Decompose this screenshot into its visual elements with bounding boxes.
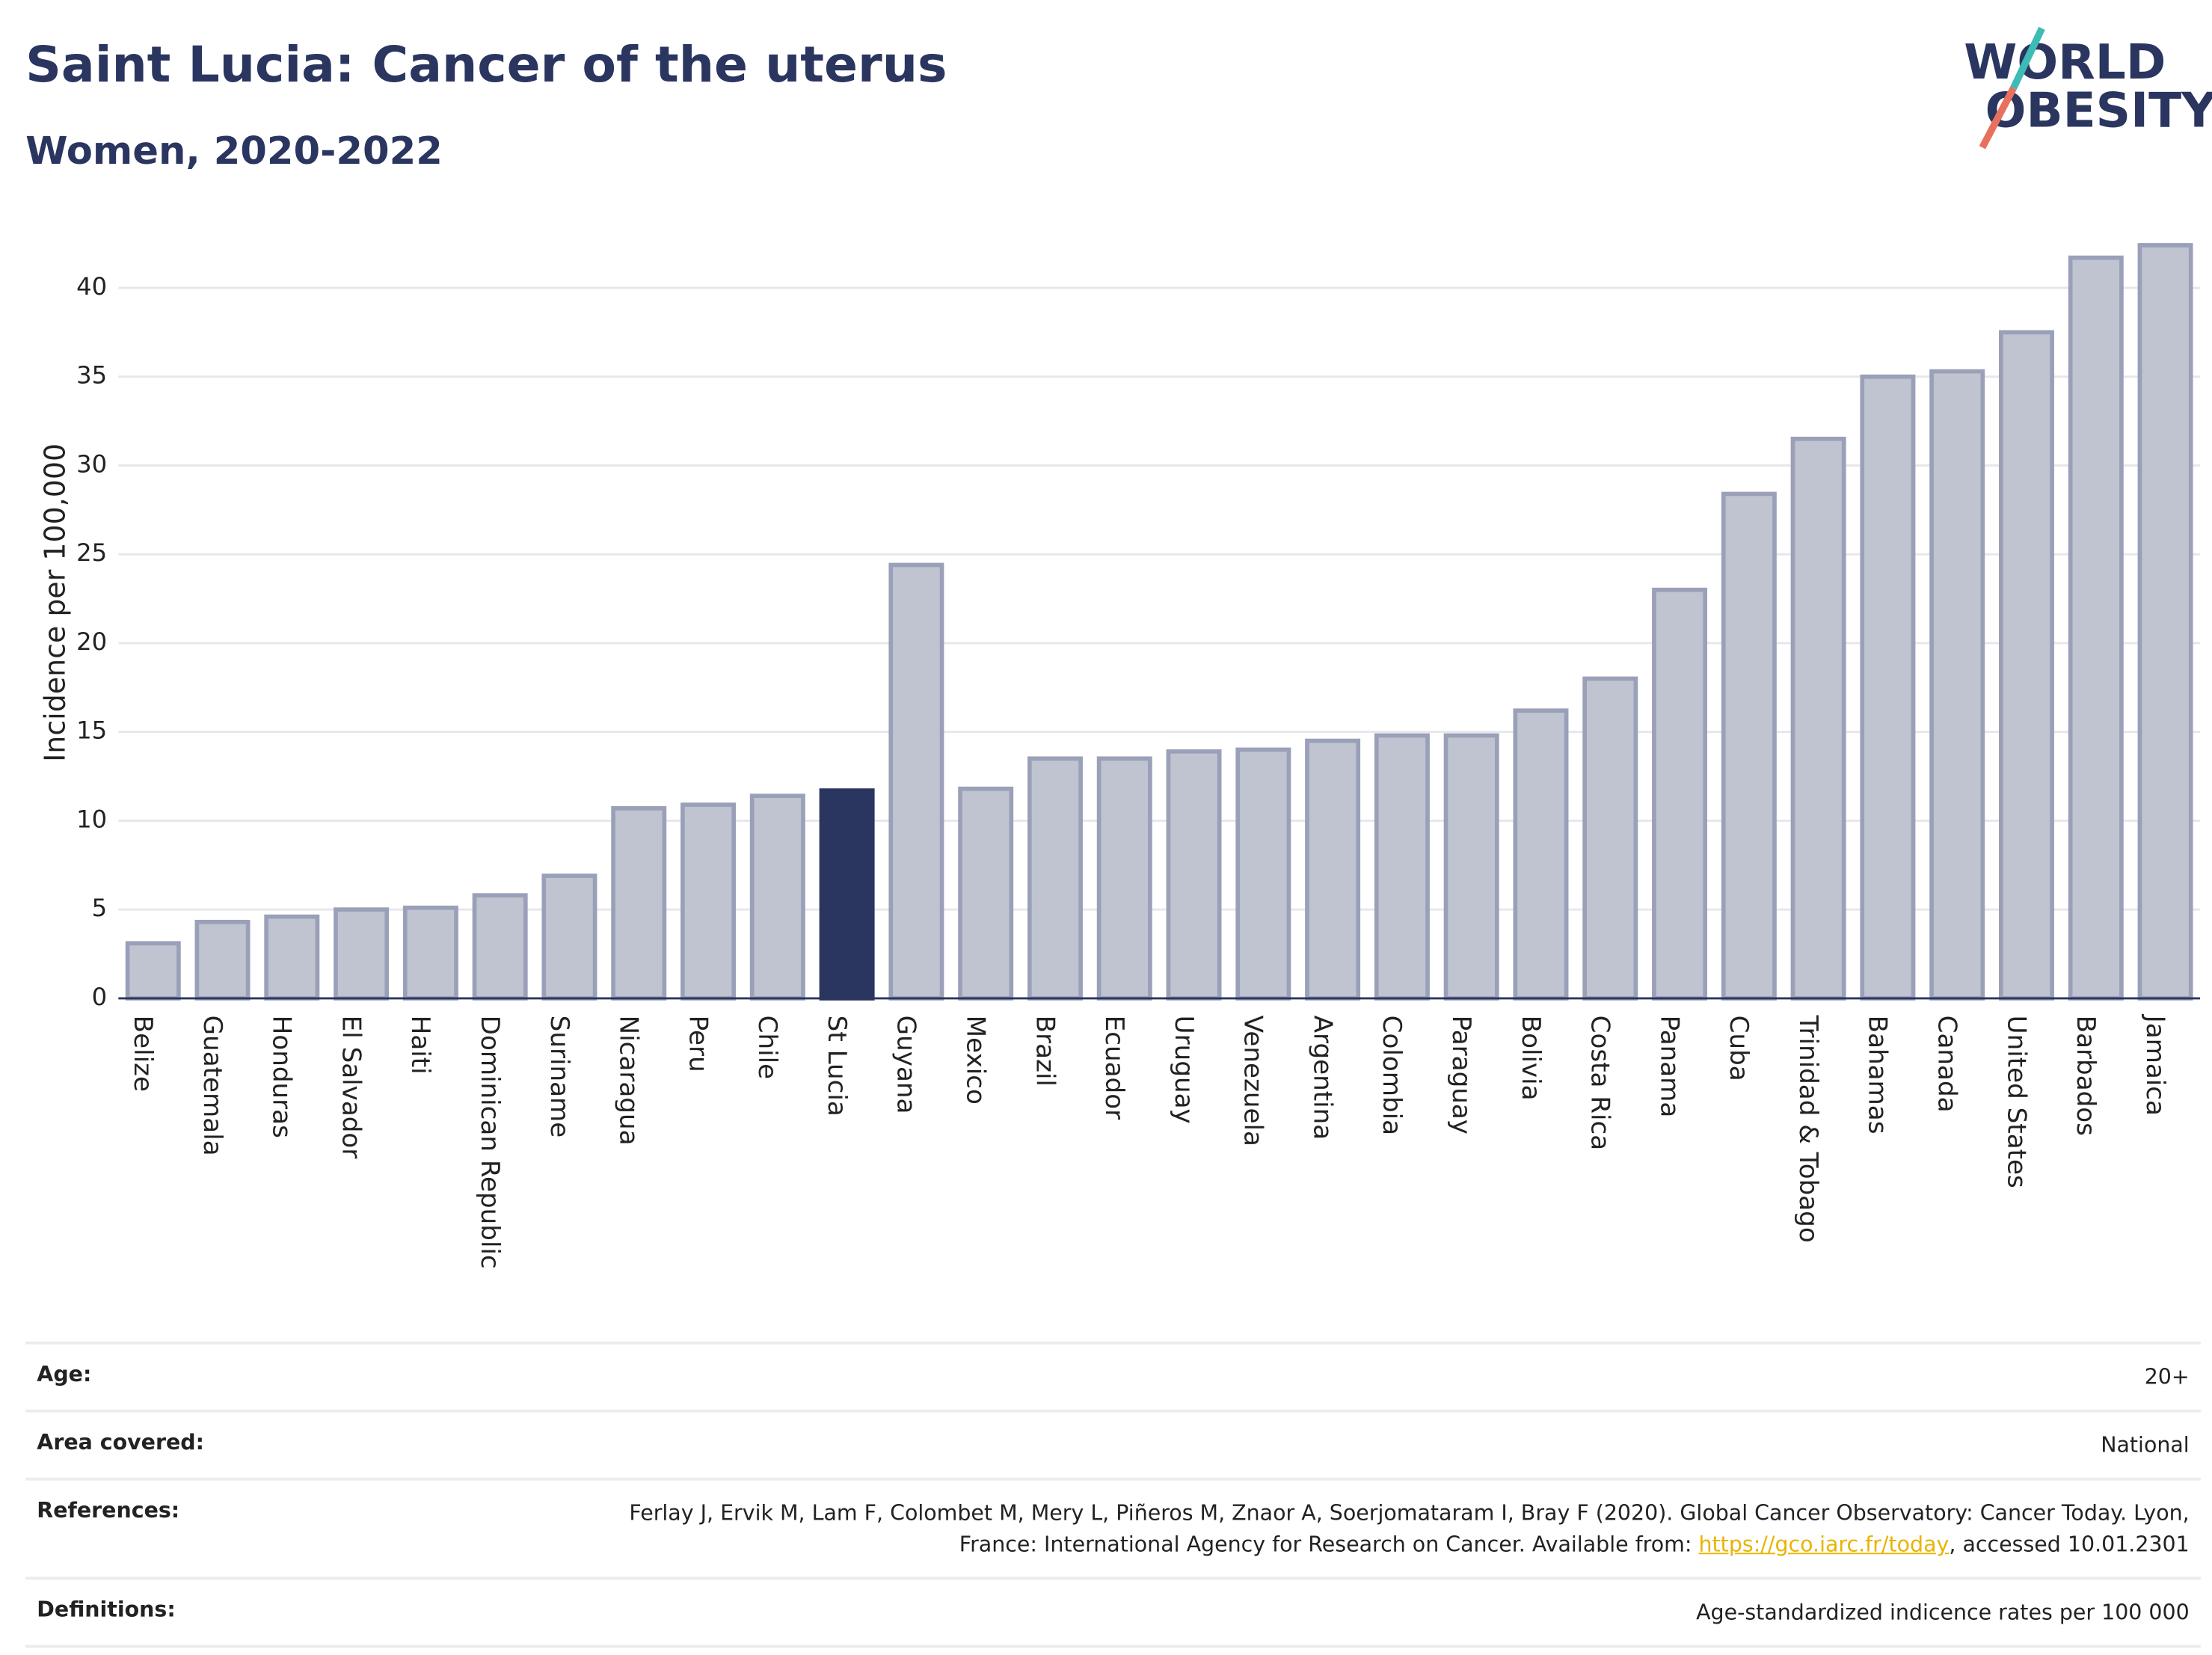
x-tick-label: Honduras — [267, 1016, 297, 1138]
bar — [402, 905, 458, 1001]
detail-label: Area covered: — [37, 1429, 205, 1455]
bar — [2068, 255, 2124, 1001]
chart-subtitle: Women, 2020-2022 — [25, 129, 443, 174]
x-tick-label: Colombia — [1377, 1016, 1407, 1135]
bar — [958, 786, 1014, 1001]
bar — [1374, 733, 1430, 1001]
detail-row: References: Ferlay J, Ervik M, Lam F, Col… — [25, 1477, 2201, 1577]
y-tick-label: 5 — [92, 894, 108, 922]
y-tick-label: 25 — [76, 538, 107, 567]
detail-row: Area covered: National — [25, 1409, 2201, 1478]
x-tick-label: Peru — [683, 1016, 713, 1072]
detail-text: National — [2101, 1432, 2190, 1458]
x-tick-label: Dominican Republic — [475, 1016, 505, 1269]
bar — [819, 788, 875, 1001]
x-tick-label: Costa Rica — [1585, 1016, 1615, 1150]
bar — [2137, 243, 2193, 1001]
chart: Saint Lucia: Cancer of the uterus Women,… — [25, 26, 2212, 1269]
logo-text: WORLD — [1964, 34, 2166, 90]
y-tick-label: 20 — [76, 627, 107, 656]
detail-value: Ferlay J, Ervik M, Lam F, Colombet M, Me… — [587, 1497, 2190, 1559]
y-tick-label: 30 — [76, 449, 107, 478]
x-tick-label: Jamaica — [2140, 1014, 2170, 1116]
detail-label: References: — [37, 1497, 180, 1523]
x-tick-label: Ecuador — [1099, 1016, 1129, 1120]
bar — [541, 873, 597, 1001]
x-tick-label: Guyana — [891, 1016, 921, 1114]
detail-text: Ferlay J, Ervik M, Lam F, Colombet M, Me… — [629, 1500, 2190, 1558]
x-tick-label: Trinidad & Tobago — [1793, 1015, 1823, 1243]
bar — [681, 802, 737, 1001]
x-tick-label: Bahamas — [1863, 1016, 1893, 1134]
x-tick-label: Mexico — [961, 1016, 991, 1105]
bar — [1235, 747, 1291, 1001]
bar — [1166, 749, 1222, 1001]
detail-value: National — [2101, 1429, 2190, 1461]
detail-value: 20+ — [2145, 1361, 2190, 1393]
detail-label: Definitions: — [37, 1597, 176, 1623]
bar — [194, 919, 251, 1001]
x-tick-label: St Lucia — [822, 1016, 852, 1117]
detail-value: Age-standardized indicence rates per 100… — [1696, 1597, 2190, 1628]
x-tick-label: Barbados — [2071, 1016, 2101, 1136]
bar — [334, 907, 390, 1001]
bar — [264, 914, 320, 1001]
x-tick-label: Haiti — [405, 1016, 435, 1075]
x-tick-label: Chile — [752, 1016, 782, 1079]
bar — [1999, 330, 2054, 1001]
bar — [1721, 491, 1777, 1001]
bar — [1305, 738, 1361, 1001]
x-tick-label: Paraguay — [1446, 1016, 1476, 1134]
x-tick-label: United States — [2001, 1016, 2031, 1188]
logo-slash — [1979, 86, 2017, 150]
logo-text: OBESITY — [1985, 82, 2212, 138]
bar — [1443, 733, 1499, 1001]
x-tick-label: Nicaragua — [614, 1016, 644, 1146]
bar — [1860, 374, 1916, 1001]
detail-text: , accessed 10.01.2301 — [1949, 1531, 2190, 1558]
bar — [1582, 676, 1638, 1001]
x-tick-label: Belize — [128, 1016, 158, 1092]
y-tick-label: 15 — [76, 716, 107, 745]
detail-text: Age-standardized indicence rates per 100… — [1696, 1599, 2190, 1626]
details-table: Age: 20+ Area covered: National References: F… — [25, 1341, 2201, 1648]
bar — [1652, 587, 1708, 1001]
logo-slash — [2010, 26, 2045, 90]
x-tick-label: Uruguay — [1169, 1016, 1199, 1124]
detail-label: Age: — [37, 1361, 92, 1387]
bar — [1790, 436, 1846, 1001]
bar — [1513, 708, 1569, 1001]
x-tick-label: Argentina — [1307, 1016, 1337, 1140]
chart-title: Saint Lucia: Cancer of the uterus — [25, 35, 947, 93]
x-tick-label: El Salvador — [336, 1016, 366, 1160]
x-tick-label: Bolivia — [1516, 1016, 1546, 1101]
bar — [125, 941, 181, 1001]
x-tick-label: Venezuela — [1238, 1016, 1268, 1146]
detail-row: Definitions: Age-standardized indicence r… — [25, 1576, 2201, 1648]
x-tick-label: Cuba — [1724, 1016, 1754, 1081]
y-axis-label: Incidence per 100,000 — [38, 443, 71, 762]
bar — [611, 805, 667, 1001]
detail-text: 20+ — [2144, 1364, 2190, 1390]
bar — [472, 893, 528, 1001]
y-tick-label: 10 — [76, 805, 107, 833]
bar — [1027, 756, 1083, 1001]
y-tick-label: 35 — [76, 361, 107, 390]
x-tick-label: Brazil — [1030, 1016, 1060, 1087]
bar — [1096, 756, 1152, 1001]
x-tick-label: Panama — [1654, 1016, 1684, 1118]
bar — [1929, 369, 1985, 1001]
x-tick-label: Suriname — [544, 1016, 574, 1138]
reference-link[interactable]: https://gco.iarc.fr/today — [1698, 1531, 1950, 1558]
y-tick-label: 0 — [92, 983, 108, 1011]
y-tick-label: 40 — [76, 272, 107, 301]
x-tick-label: Canada — [1932, 1016, 1962, 1113]
x-tick-label: Guatemala — [197, 1016, 227, 1156]
bar — [888, 562, 944, 1001]
bar — [749, 793, 805, 1001]
detail-row: Age: 20+ — [25, 1341, 2201, 1410]
